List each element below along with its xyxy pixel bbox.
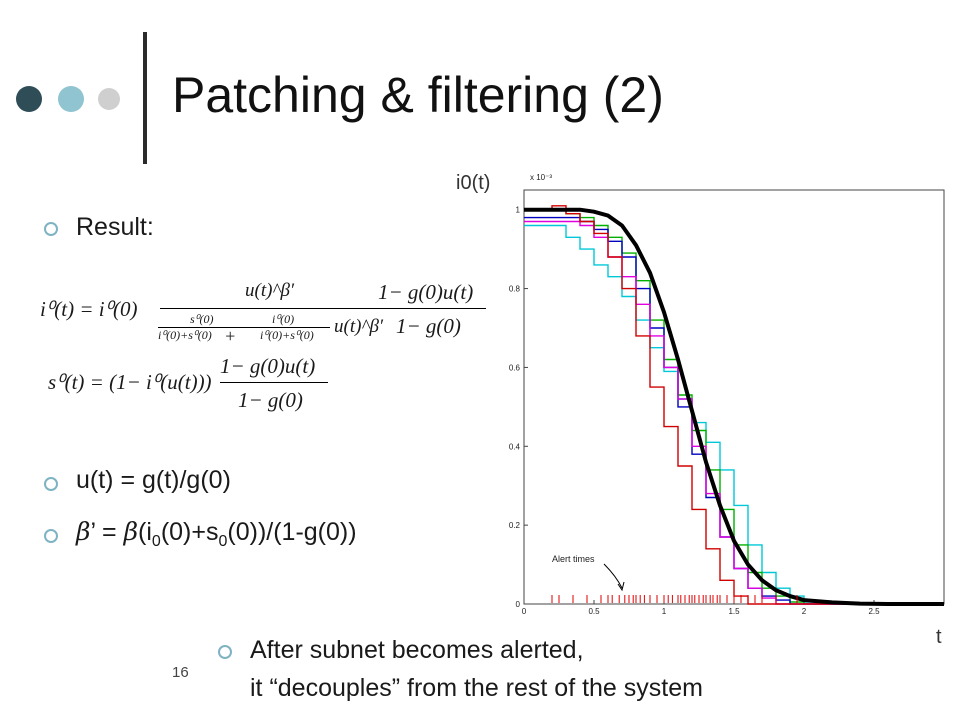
eq1-ratio-den: 1− g(0): [396, 314, 461, 338]
chart-series-layer: [524, 205, 944, 606]
bullet-u-definition: u(t) = g(t)/g(0): [76, 466, 231, 494]
alert-times-arrow: [603, 563, 623, 589]
beta-part-1: (i: [138, 518, 152, 546]
x-tick-label: 2.5: [868, 607, 880, 616]
chart-y-label-text: i0(t): [456, 172, 491, 194]
beta-eq: ’ =: [90, 518, 124, 546]
eq1-fraction-line: [160, 308, 400, 309]
eq2-ratio-num: 1− g(0)u(t): [220, 354, 316, 378]
bullet-marker-decouple: [218, 645, 232, 659]
accent-dot-gray: [98, 88, 120, 110]
eq2-ratio-line: [220, 382, 328, 383]
eq1-den-tail: u(t)^β′: [334, 316, 384, 337]
eq1-ratio-num: 1− g(0)u(t): [378, 280, 474, 304]
beta-part-2: (0)+s: [160, 518, 219, 546]
accent-dot-teal: [58, 86, 84, 112]
series-line-simulation: [524, 205, 936, 605]
eq1-ratio-line: [378, 308, 486, 309]
eq1-numerator: u(t)^β′: [245, 280, 295, 301]
x-tick-label: 0: [522, 607, 527, 616]
x-tick-label: 1.5: [728, 607, 740, 616]
chart-y-multiplier: x 10⁻³: [530, 173, 552, 182]
chart-y-label: i0(t): [456, 172, 490, 195]
bullet-marker-beta: [44, 529, 58, 543]
slide-title: Patching & filtering (2): [172, 67, 664, 123]
chart-ticks: 0 0.5 1 1.5 2 2.5 0 0.2 0.4 0.6 0.8 1: [509, 206, 880, 616]
page-number: 16: [172, 664, 189, 681]
bullet-result: Result:: [76, 213, 154, 241]
bullet-decouple-line-2: it “decouples” from the rest of the syst…: [250, 674, 703, 702]
chart-x-label: t: [936, 626, 942, 648]
alert-times-arrowhead: [617, 581, 625, 592]
eq1-den-b-num: i⁰(0): [272, 312, 295, 326]
eq2-lhs: s⁰(t) = (1− i⁰(u(t))): [48, 370, 212, 394]
beta-sub-2: 0: [218, 533, 228, 550]
beta-symbol-2: β: [123, 517, 139, 546]
eq1-lhs: i⁰(t) = i⁰(0): [40, 297, 138, 321]
alert-times-annotation: Alert times: [552, 554, 595, 564]
bullet-decouple-line-1: After subnet becomes alerted,: [250, 636, 584, 664]
eq1-plus: +: [224, 326, 237, 346]
series-line-model: [524, 207, 944, 606]
accent-dot-dark: [16, 86, 42, 112]
y-tick-label: 0.8: [509, 285, 521, 294]
x-tick-label: 1: [662, 607, 667, 616]
y-tick-label: 0.4: [509, 442, 521, 451]
title-divider: [143, 32, 147, 164]
eq1-den-a-num: s⁰(0): [190, 312, 214, 326]
eq2-ratio-den: 1− g(0): [238, 388, 303, 412]
x-tick-label: 2: [802, 607, 807, 616]
chart: x 10⁻³ 0 0.5 1 1.5 2 2.5 0 0.2 0.4 0.6 0.8 1 Alert …: [509, 173, 945, 616]
chart-alert-layer: [551, 595, 798, 603]
y-tick-label: 0: [516, 600, 521, 609]
eq1-den-b-line: [240, 327, 330, 328]
x-tick-label: 0.5: [588, 607, 600, 616]
bullet-beta-definition: β’ = β(i0(0)+s0(0))/(1-g(0)): [76, 517, 357, 551]
y-tick-label: 0.6: [509, 363, 521, 372]
beta-symbol: β: [76, 517, 91, 546]
y-tick-label: 0.2: [509, 521, 521, 530]
bullet-marker-u: [44, 477, 58, 491]
beta-sub-1: 0: [151, 533, 161, 550]
eq1-den-a-den: i⁰(0)+s⁰(0): [158, 328, 212, 342]
beta-part-3: (0))/(1-g(0)): [227, 518, 357, 546]
y-tick-label: 1: [516, 206, 521, 215]
bullet-marker-result: [44, 222, 58, 236]
eq1-den-a-line: [158, 327, 264, 328]
eq1-den-b-den: i⁰(0)+s⁰(0): [260, 328, 314, 342]
